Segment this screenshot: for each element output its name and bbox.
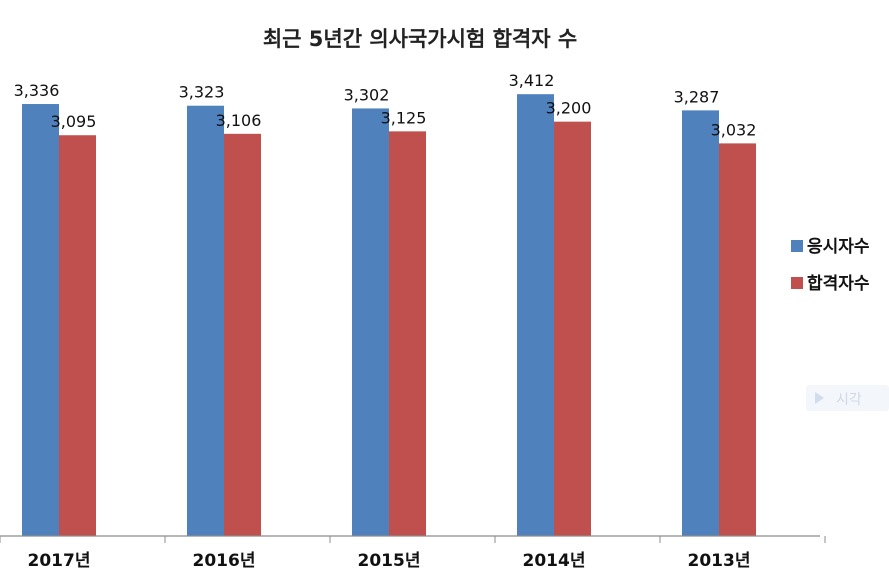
x-axis-labels: 2017년 2016년 2015년 2014년 2013년 — [28, 551, 751, 571]
legend-label-passers: 합격자수 — [807, 273, 870, 294]
bar-applicants-1 — [187, 105, 224, 536]
x-tick-label-0: 2017년 — [28, 551, 91, 571]
x-tick-label-3: 2014년 — [523, 551, 586, 571]
legend-swatch-applicants — [791, 240, 803, 252]
legend-swatch-passers — [791, 277, 803, 289]
bar-applicants-2 — [352, 108, 389, 536]
bar-passers-0 — [59, 135, 96, 536]
faded-overlay-button: 시각 — [806, 385, 889, 411]
legend-label-applicants: 응시자수 — [807, 237, 870, 257]
bar-passers-3 — [554, 121, 591, 537]
data-label-passers-2: 3,125 — [381, 108, 427, 127]
data-label-applicants-4: 3,287 — [674, 87, 720, 106]
data-label-applicants-0: 3,336 — [14, 81, 60, 100]
play-icon — [815, 392, 824, 404]
x-tick-label-1: 2016년 — [193, 551, 256, 571]
data-label-passers-3: 3,200 — [546, 99, 592, 118]
bars-group — [22, 94, 756, 537]
bar-passers-4 — [719, 143, 756, 536]
bar-applicants-4 — [682, 110, 719, 536]
data-label-applicants-2: 3,302 — [344, 85, 390, 104]
data-label-passers-1: 3,106 — [216, 111, 262, 130]
bar-passers-2 — [389, 131, 426, 536]
data-labels-group: 3,336 3,095 3,323 3,106 3,302 3,125 3,412 3,200… — [14, 71, 757, 139]
x-tick-label-2: 2015년 — [358, 551, 421, 571]
bar-passers-1 — [224, 133, 261, 537]
chart-title: 최근 5년간 의사국가시험 합격자 수 — [263, 27, 577, 51]
data-label-passers-0: 3,095 — [51, 112, 97, 131]
faded-overlay-text: 시각 — [836, 392, 862, 408]
data-label-applicants-3: 3,412 — [509, 71, 555, 90]
bar-applicants-0 — [22, 104, 59, 537]
data-label-passers-4: 3,032 — [711, 120, 757, 139]
x-axis-ticks — [0, 536, 826, 543]
bar-applicants-3 — [517, 94, 554, 536]
legend: 응시자수 합격자수 — [791, 237, 870, 294]
data-label-applicants-1: 3,323 — [179, 83, 225, 102]
x-tick-label-4: 2013년 — [688, 551, 751, 571]
